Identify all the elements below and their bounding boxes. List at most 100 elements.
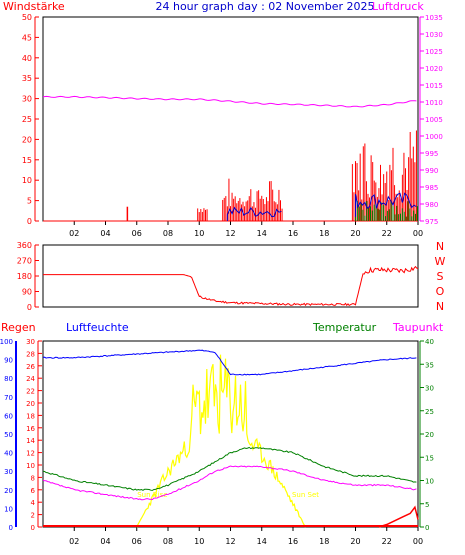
rain-tick-label: 14: [26, 437, 35, 445]
time-tick-label: 16: [288, 537, 298, 546]
chart-title: 24 hour graph day : 02 November 2025: [155, 0, 374, 13]
luftdruck-label: Luftdruck: [372, 0, 424, 13]
rain-tick-label: 0: [31, 524, 35, 532]
compass-label: W: [435, 255, 446, 268]
regen-label: Regen: [1, 321, 36, 334]
temperatur-label: Temperatur: [312, 321, 377, 334]
time-tick-label: 16: [288, 229, 298, 238]
time-tick-label: 02: [69, 229, 79, 238]
pressure-line: [42, 95, 417, 108]
time-tick-label: 08: [163, 537, 173, 546]
pressure-tick-label: 1035: [425, 14, 443, 22]
time-tick-label: 04: [100, 537, 110, 546]
humidity-tick-label: 50: [4, 431, 13, 439]
compass-label: O: [436, 285, 445, 298]
time-tick-label: 10: [194, 229, 204, 238]
gust-line: [355, 192, 417, 217]
dewpoint-line: [42, 465, 417, 501]
sun-rise-label: Sun Rise: [137, 491, 167, 499]
temp-tick-label: 5: [425, 501, 429, 509]
wind-panel-frame: [42, 16, 419, 222]
time-tick-label: 06: [132, 229, 142, 238]
direction-line: [43, 265, 419, 307]
pressure-tick-label: 985: [425, 184, 438, 192]
rain-tick-label: 18: [26, 412, 35, 420]
gust-line: [226, 206, 282, 222]
temp-tick-label: 15: [425, 454, 434, 462]
sun-set-label: Sun Set: [292, 491, 319, 499]
compass-label: N: [436, 240, 444, 253]
pressure-tick-label: 1020: [425, 65, 443, 73]
wind-tick-label: 0: [27, 217, 32, 226]
humidity-tick-label: 60: [4, 412, 13, 420]
rain-line: [378, 505, 419, 528]
rain-tick-label: 4: [31, 499, 36, 507]
humidity-tick-label: 10: [4, 505, 13, 513]
wind-tick-label: 50: [22, 13, 32, 22]
rain-tick-label: 26: [26, 363, 35, 371]
pressure-tick-label: 990: [425, 167, 438, 175]
rain-tick-label: 10: [26, 462, 35, 470]
temp-tick-label: 40: [425, 338, 434, 346]
humidity-tick-label: 70: [4, 394, 13, 402]
time-tick-label: 06: [132, 537, 142, 546]
direction-tick-label: 360: [17, 241, 32, 250]
wind-tick-label: 40: [22, 54, 32, 63]
temp-tick-label: 20: [425, 431, 434, 439]
humidity-tick-label: 30: [4, 468, 13, 476]
rain-tick-label: 20: [26, 400, 35, 408]
rain-tick-label: 30: [26, 338, 35, 346]
wind-tick-label: 15: [22, 156, 32, 165]
pressure-tick-label: 1005: [425, 116, 443, 124]
rain-tick-label: 2: [31, 512, 35, 520]
windstaerke-label: Windstärke: [3, 0, 65, 13]
direction-tick-label: 0: [27, 303, 32, 312]
time-tick-label: 12: [225, 229, 235, 238]
wind-tick-label: 5: [27, 197, 32, 206]
compass-label: N: [436, 300, 444, 313]
luftfeuchte-label: Luftfeuchte: [66, 321, 129, 334]
wind-tick-label: 25: [22, 115, 32, 124]
time-tick-label: 12: [225, 537, 235, 546]
time-tick-label: 00: [413, 229, 423, 238]
direction-tick-label: 180: [17, 272, 32, 281]
time-tick-label: 18: [319, 537, 329, 546]
time-tick-label: 22: [382, 537, 392, 546]
time-tick-label: 18: [319, 229, 329, 238]
wind-tick-label: 35: [22, 74, 32, 83]
humidity-tick-label: 20: [4, 487, 13, 495]
rain-tick-label: 12: [26, 450, 35, 458]
wind-tick-label: 20: [22, 135, 32, 144]
time-tick-label: 08: [163, 229, 173, 238]
temp-tick-label: 0: [425, 524, 429, 532]
solar-line: [136, 354, 307, 528]
temp-tick-label: 35: [425, 361, 434, 369]
rain-tick-label: 6: [31, 487, 36, 495]
humidity-line: [42, 349, 417, 376]
pressure-tick-label: 1025: [425, 48, 443, 56]
direction-tick-label: 90: [22, 288, 32, 297]
pressure-tick-label: 995: [425, 150, 438, 158]
pressure-tick-label: 1015: [425, 82, 443, 90]
rain-tick-label: 22: [26, 388, 35, 396]
time-tick-label: 22: [382, 229, 392, 238]
pressure-tick-label: 980: [425, 201, 438, 209]
humidity-tick-label: 0: [9, 524, 13, 532]
time-tick-label: 14: [257, 229, 267, 238]
wind-tick-label: 45: [22, 33, 32, 42]
time-tick-label: 04: [100, 229, 110, 238]
temp-tick-label: 25: [425, 408, 434, 416]
humidity-tick-label: 40: [4, 450, 13, 458]
direction-panel-frame: [42, 244, 419, 308]
temperature-line: [42, 446, 417, 491]
time-tick-label: 00: [413, 537, 423, 546]
humidity-tick-label: 90: [4, 357, 13, 365]
time-tick-label: 20: [350, 537, 360, 546]
temp-tick-label: 30: [425, 385, 434, 393]
rain-tick-label: 8: [31, 474, 35, 482]
rain-tick-label: 16: [26, 425, 35, 433]
lower-panel-frame: [42, 340, 419, 528]
pressure-tick-label: 1010: [425, 99, 443, 107]
pressure-tick-label: 1030: [425, 31, 443, 39]
